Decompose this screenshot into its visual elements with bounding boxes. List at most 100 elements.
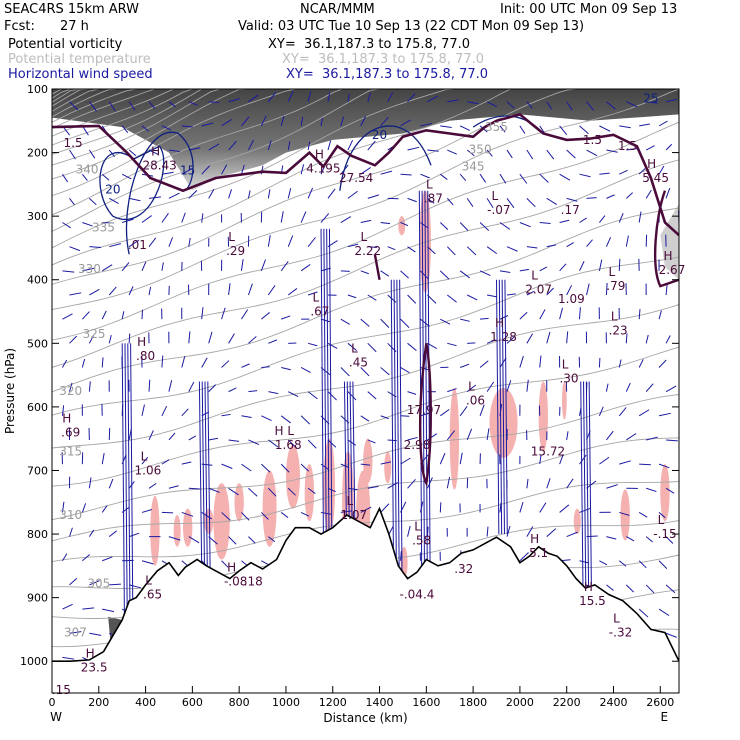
theta-contour (52, 89, 679, 146)
wind-vector (320, 213, 330, 223)
pv-extremum-marker: H (584, 580, 593, 594)
wind-vector (380, 170, 393, 175)
wind-vector (380, 222, 391, 225)
wind-vector (280, 115, 285, 127)
wind-vector (161, 125, 172, 131)
wind-vector (62, 222, 71, 229)
wind-vector (221, 360, 230, 368)
wind-vector (499, 315, 509, 320)
wind-vector (546, 478, 551, 489)
wind-vector (526, 149, 534, 160)
wind-vector (228, 98, 240, 103)
theta-contour-label: 350 (469, 142, 492, 156)
wind-vector (102, 556, 113, 562)
west-end-label: W (50, 710, 62, 724)
pv-extremum-marker: L (611, 310, 618, 324)
wind-vector (81, 311, 90, 320)
wind-vector (519, 355, 524, 368)
wind-vector (347, 391, 357, 401)
wind-vector (241, 309, 249, 320)
theta-contour (52, 394, 679, 521)
wind-vector (686, 286, 689, 295)
wind-vector (148, 482, 157, 489)
wind-vector (141, 560, 154, 565)
y-tick-label: 500 (27, 337, 48, 350)
pv-extremum-value: .58 (412, 533, 431, 547)
wind-vector (208, 143, 220, 151)
pv-extremum-value: 1.5 (64, 136, 83, 150)
theta-contour (52, 89, 679, 197)
wind-vector (546, 149, 555, 160)
pv-extremum-value: 1.07 (340, 508, 367, 522)
wind-vector (267, 285, 276, 296)
wind-vector (586, 480, 597, 489)
wind-vector (340, 216, 351, 223)
wind-vector (686, 142, 691, 150)
wind-vector (161, 459, 170, 465)
wind-vector (81, 358, 86, 368)
wind-vector (89, 580, 100, 586)
wind-vector (307, 487, 316, 494)
terrain-fill (52, 508, 679, 693)
wind-vector (260, 259, 267, 272)
pv-extremum-value: 15.5 (579, 594, 606, 608)
wind-vector (307, 187, 314, 199)
wind-vector (300, 415, 311, 425)
wind-vector (328, 228, 333, 535)
wind-vector (360, 219, 372, 224)
wind-vector (161, 213, 169, 223)
wind-vector (440, 318, 451, 325)
wind-vector (207, 381, 211, 573)
pv-extremum-marker: L (313, 291, 320, 305)
wind-vector (666, 439, 678, 442)
wind-vector (625, 584, 634, 593)
pv-extremum-value: .45 (349, 355, 368, 369)
wind-vector (307, 342, 318, 347)
wind-vector (287, 288, 298, 296)
wind-vector (268, 339, 278, 344)
wind-vector (121, 311, 125, 320)
wind-vector (327, 439, 337, 448)
wind-vector (519, 125, 526, 134)
y-tick-label: 300 (27, 210, 48, 223)
east-end-label: E (660, 710, 668, 724)
x-tick-label: 1200 (319, 696, 347, 709)
wind-vector (148, 286, 152, 296)
pv-extremum-value: .79 (606, 279, 625, 293)
wind-vector (506, 246, 518, 252)
wind-vector (201, 307, 204, 320)
wind-vector (88, 477, 92, 489)
center-label: NCAR/MMM (300, 2, 375, 17)
wind-vector (586, 239, 593, 248)
wind-vector (686, 488, 692, 493)
wind-vector (583, 381, 587, 598)
pv-extremum-marker: L (228, 230, 235, 244)
wind-vector (479, 270, 491, 277)
wind-vector (268, 439, 279, 448)
isotach-contour (339, 125, 432, 191)
wind-vector (241, 512, 250, 521)
wind-vector (188, 101, 198, 106)
pv-extremum-marker: H (86, 647, 95, 661)
pv-extremum-marker: L (492, 189, 499, 203)
wind-vector (619, 169, 628, 175)
pv-contour-tower (418, 343, 432, 487)
wind-vector (396, 279, 400, 573)
wind-vector (439, 222, 449, 231)
pv-extremum-value: .29 (226, 244, 245, 258)
wind-vector (281, 366, 291, 371)
pv-extremum-marker: L (562, 357, 569, 371)
wind-vector (420, 270, 429, 280)
wind-vector (347, 243, 359, 248)
pv-extremum-value: 28.43 (142, 158, 176, 172)
wind-vector (539, 355, 542, 368)
wind-vector (380, 270, 390, 277)
pv-extremum-marker: H (137, 335, 146, 349)
wind-vector (360, 463, 371, 466)
wind-vector (519, 501, 524, 513)
wind-vector (128, 101, 136, 111)
wind-vector (420, 173, 430, 179)
wind-vector (506, 149, 513, 159)
isotach-label: 15 (180, 163, 195, 177)
pv-shade-patch (262, 470, 277, 547)
